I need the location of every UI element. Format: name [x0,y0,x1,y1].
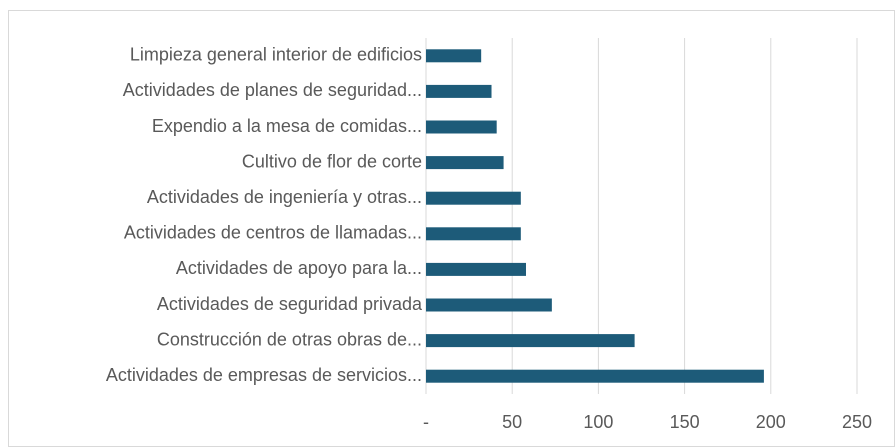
bar [426,156,504,170]
y-tick-label: Actividades de centros de llamadas... [124,223,422,243]
y-tick-label: Cultivo de flor de corte [242,151,422,171]
bar [426,334,635,348]
y-tick-label: Limpieza general interior de edificios [130,45,422,65]
bar [426,262,526,276]
x-tick-label: 100 [583,412,613,432]
bar [426,369,764,383]
x-tick-label: - [423,412,429,432]
y-tick-label: Actividades de seguridad privada [157,294,423,314]
bar [426,49,482,63]
y-tick-label: Actividades de apoyo para la... [176,258,422,278]
y-tick-label: Actividades de planes de seguridad... [123,80,422,100]
bar [426,227,521,241]
y-tick-label: Construcción de otras obras de... [157,329,422,349]
bar [426,298,552,312]
x-tick-label: 250 [842,412,872,432]
bar [426,84,492,98]
bar [426,120,497,134]
bar [426,191,521,205]
x-tick-label: 200 [756,412,786,432]
y-tick-label: Actividades de empresas de servicios... [106,365,422,385]
x-tick-label: 150 [670,412,700,432]
y-tick-label: Actividades de ingeniería y otras... [147,187,422,207]
x-tick-label: 50 [502,412,522,432]
y-tick-label: Expendio a la mesa de comidas... [152,116,422,136]
